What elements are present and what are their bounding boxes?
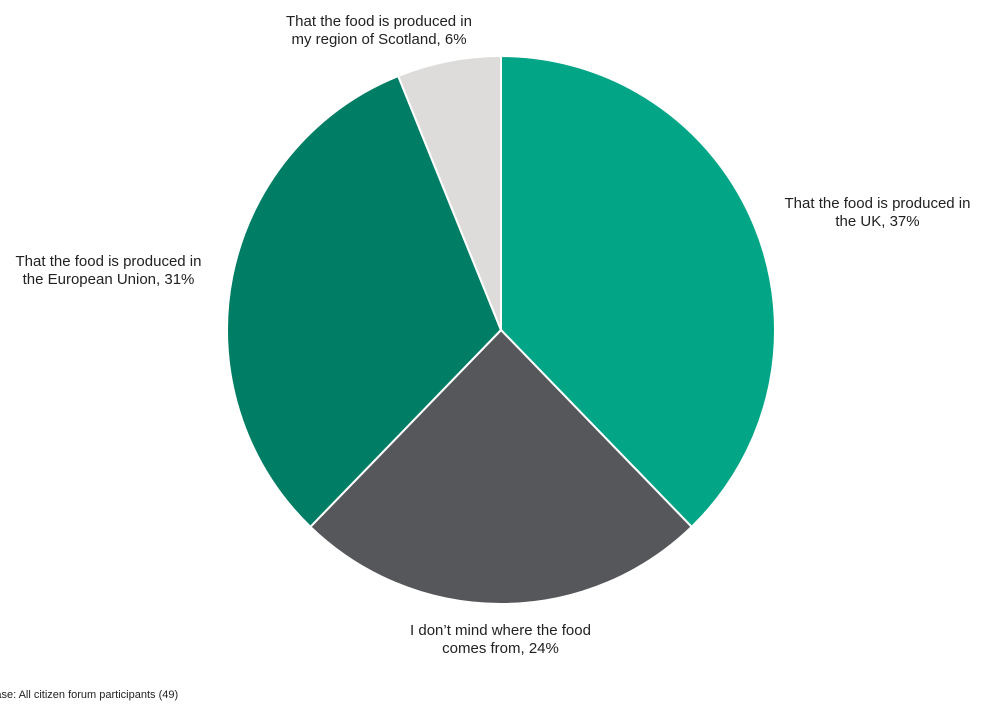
slice-label-dont-mind: I don’t mind where the food comes from, … — [410, 622, 591, 657]
pie-slice-european-union — [225, 75, 502, 528]
slice-label-uk: That the food is produced in the UK, 37% — [784, 195, 971, 230]
footnote: Base: All citizen forum participants (49… — [0, 689, 179, 701]
slice-label-european-union: That the food is produced in the Europea… — [15, 253, 202, 288]
slice-label-region-of-scotland: That the food is produced in my region o… — [286, 13, 472, 48]
pie-slice-region-of-scotland — [397, 55, 502, 331]
pie-slice-uk — [500, 55, 776, 528]
pie-slice-dont-mind — [309, 329, 693, 605]
